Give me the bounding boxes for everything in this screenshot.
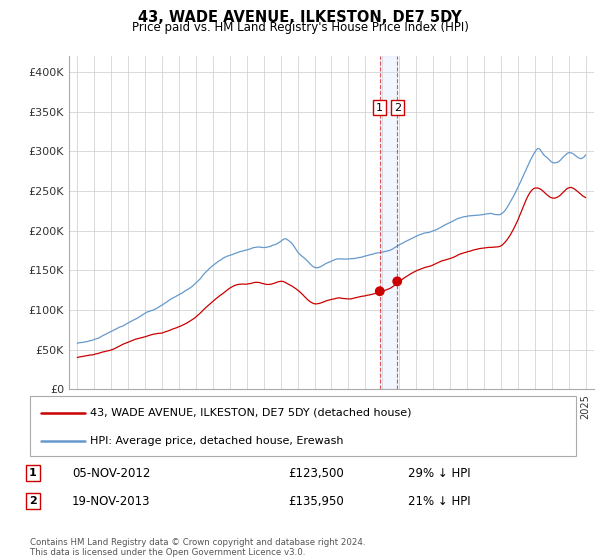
Point [392, 277, 402, 286]
Text: Contains HM Land Registry data © Crown copyright and database right 2024.
This d: Contains HM Land Registry data © Crown c… [30, 538, 365, 557]
Text: HPI: Average price, detached house, Erewash: HPI: Average price, detached house, Erew… [90, 436, 344, 446]
Text: 1: 1 [29, 468, 37, 478]
Text: 19-NOV-2013: 19-NOV-2013 [72, 494, 151, 508]
Text: 29% ↓ HPI: 29% ↓ HPI [408, 466, 470, 480]
Text: 2: 2 [394, 102, 401, 113]
Text: £123,500: £123,500 [288, 466, 344, 480]
FancyBboxPatch shape [30, 396, 576, 456]
Bar [380, 56, 397, 389]
Text: 05-NOV-2012: 05-NOV-2012 [72, 466, 151, 480]
Text: Price paid vs. HM Land Registry's House Price Index (HPI): Price paid vs. HM Land Registry's House … [131, 21, 469, 34]
Text: 1: 1 [376, 102, 383, 113]
Text: £135,950: £135,950 [288, 494, 344, 508]
Text: 43, WADE AVENUE, ILKESTON, DE7 5DY (detached house): 43, WADE AVENUE, ILKESTON, DE7 5DY (deta… [90, 408, 412, 418]
Text: 2: 2 [29, 496, 37, 506]
Text: 21% ↓ HPI: 21% ↓ HPI [408, 494, 470, 508]
Text: 43, WADE AVENUE, ILKESTON, DE7 5DY: 43, WADE AVENUE, ILKESTON, DE7 5DY [138, 10, 462, 25]
Point [375, 287, 385, 296]
